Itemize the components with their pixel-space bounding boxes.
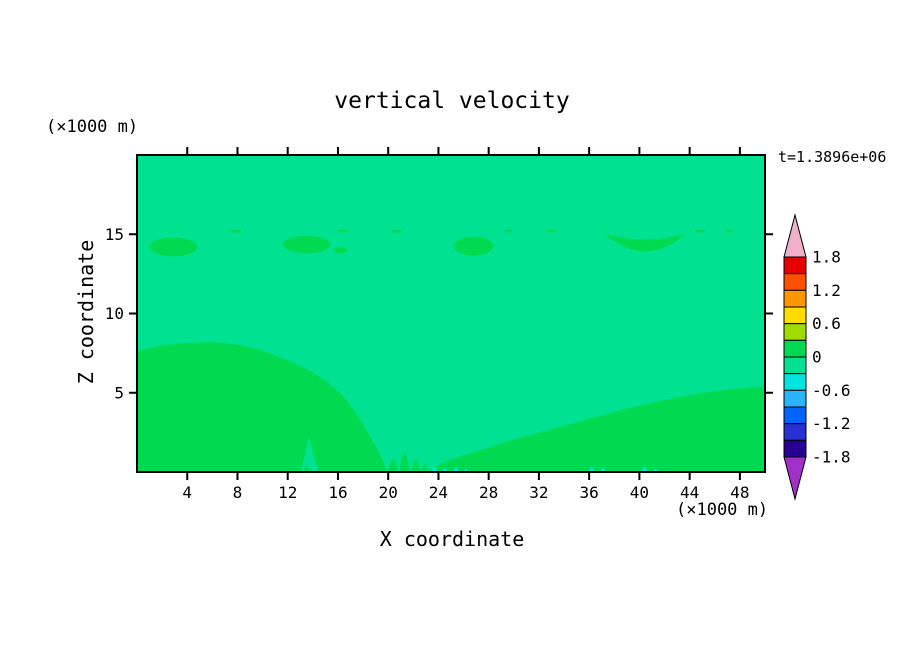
colorbar-band-11 <box>783 439 807 458</box>
contour-dash-2 <box>391 229 403 233</box>
plot-title: vertical velocity <box>334 88 570 114</box>
colorbar-label: -1.2 <box>812 414 851 433</box>
x-tick-label: 24 <box>429 483 448 502</box>
surface-bump-0 <box>303 465 310 472</box>
x-tick-label: 44 <box>680 483 699 502</box>
y-tick-label: 15 <box>105 225 124 244</box>
surface-speck-4 <box>588 467 595 472</box>
contour-dash-6 <box>726 229 734 233</box>
contour-blob-0 <box>149 237 198 257</box>
x-tick-label: 36 <box>580 483 599 502</box>
colorbar-arrow-top <box>783 213 807 258</box>
surface-bump-4 <box>421 464 428 472</box>
colorbar-label: 0 <box>812 348 822 367</box>
contour-region-lower-left <box>137 342 388 472</box>
contour-blob-1 <box>282 235 331 254</box>
y-axis-title: Z coordinate <box>74 239 98 385</box>
contour-dash-1 <box>337 229 349 233</box>
colorbar-band-6 <box>783 356 807 375</box>
contour-crescent <box>604 233 686 252</box>
x-tick-label: 16 <box>328 483 347 502</box>
contour-blob-3 <box>454 236 494 256</box>
contour-dash-0 <box>229 229 242 233</box>
x-axis-title: X coordinate <box>379 527 525 551</box>
surface-bump-2 <box>399 452 410 472</box>
x-tick-label: 20 <box>379 483 398 502</box>
surface-speck-0 <box>431 467 438 472</box>
colorbar-label: 1.2 <box>812 281 841 300</box>
contour-dash-3 <box>505 229 513 233</box>
colorbar-label: -1.8 <box>812 448 851 467</box>
colorbar-label: -0.6 <box>812 381 851 400</box>
x-tick-label: 48 <box>730 483 749 502</box>
x-tick-label: 12 <box>278 483 297 502</box>
colorbar-band-5 <box>783 339 807 358</box>
y-tick-label: 5 <box>114 383 124 402</box>
x-tick-label: 28 <box>479 483 498 502</box>
surface-speck-2 <box>452 467 460 472</box>
x-tick-label: 4 <box>182 483 192 502</box>
colorbar-band-1 <box>783 273 807 291</box>
x-axis-unit-label: (×1000 m) <box>676 500 769 520</box>
y-tick-label: 10 <box>105 304 124 323</box>
colorbar-band-10 <box>783 423 807 441</box>
colorbar-band-2 <box>783 289 807 308</box>
colorbar-arrow-bottom <box>783 456 807 501</box>
colorbar-band-7 <box>783 373 807 391</box>
colorbar-band-4 <box>783 323 807 341</box>
colorbar-label: 1.8 <box>812 248 841 267</box>
field-patches <box>137 229 765 472</box>
colorbar-band-3 <box>783 306 807 325</box>
colorbar-band-9 <box>783 406 807 425</box>
time-annotation: t=1.3896e+06 <box>778 148 887 166</box>
colorbar-label: 0.6 <box>812 314 841 333</box>
surface-bump-3 <box>411 459 421 472</box>
contour-region-lower-right <box>429 386 765 472</box>
contour-blob-2 <box>333 246 348 254</box>
contour-dash-5 <box>694 229 705 233</box>
x-tick-label: 40 <box>630 483 649 502</box>
colorbar-band-0 <box>783 256 807 275</box>
surface-speck-6 <box>641 467 648 472</box>
x-tick-label: 32 <box>529 483 548 502</box>
surface-bump-1 <box>388 459 399 472</box>
x-tick-label: 8 <box>233 483 243 502</box>
colorbar-band-8 <box>783 389 807 408</box>
y-axis-unit-label: (×1000 m) <box>46 117 139 137</box>
contour-dash-4 <box>546 229 557 233</box>
